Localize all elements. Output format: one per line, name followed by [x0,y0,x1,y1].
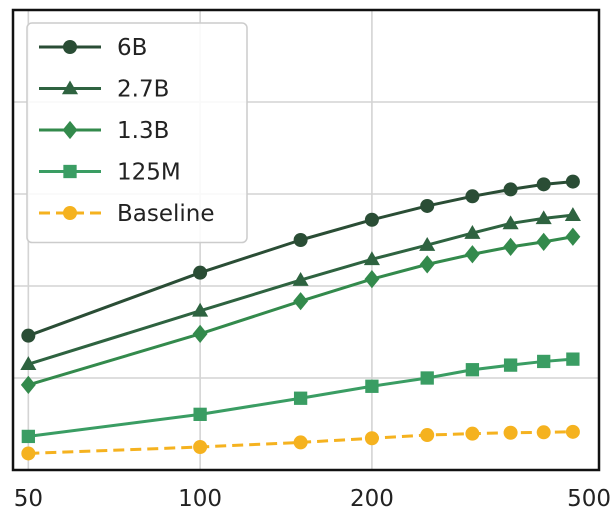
legend-marker-1-3b [62,120,78,140]
data-point-6b-200 [364,212,379,227]
data-point-2-7b-400 [535,210,552,225]
data-point-1-3b-450 [565,227,581,246]
legend: 6B 2.7B 1.3B 125M Baseline [26,22,248,244]
legend-item-125m: 125M [39,160,181,186]
data-point-125m-250 [420,371,434,385]
legend-label-1-3b: 1.3B [117,118,169,144]
data-point-baseline-400 [536,425,551,440]
data-point-125m-200 [365,379,379,393]
series-125m [21,352,580,444]
data-point-baseline-150 [293,435,308,450]
data-point-6b-300 [465,189,480,204]
data-point-2-7b-150 [292,271,309,286]
data-point-2-7b-250 [419,237,436,251]
data-point-baseline-100 [193,440,208,454]
data-point-6b-150 [293,233,308,247]
data-point-2-7b-50 [20,356,37,370]
legend-marker-125m [63,164,77,179]
data-point-2-7b-100 [192,302,209,317]
data-point-2-7b-350 [502,215,519,230]
x-tick-label-200: 200 [350,486,394,512]
data-point-2-7b-300 [464,225,481,239]
plot-frame [11,8,601,472]
data-point-6b-400 [536,177,551,192]
data-point-baseline-350 [503,425,518,440]
legend-marker-2-7b [61,80,79,95]
series-baseline [21,424,580,461]
legend-box [26,22,248,244]
x-tick-label-500: 500 [567,486,611,512]
data-point-1-3b-50 [20,375,36,394]
data-point-125m-450 [566,352,580,366]
data-point-1-3b-350 [503,237,519,256]
data-point-1-3b-300 [464,245,480,264]
data-point-1-3b-400 [536,232,552,251]
legend-item-2-7b: 2.7B [39,77,169,103]
data-point-6b-100 [193,265,208,280]
data-point-6b-450 [565,174,580,189]
x-tick-label-50: 50 [14,486,43,512]
data-point-125m-300 [465,363,480,377]
series-6b [21,174,580,343]
data-point-6b-50 [21,328,36,343]
legend-item-6b: 6B [39,35,147,61]
data-point-125m-150 [293,391,308,405]
legend-label-2-7b: 2.7B [117,77,169,103]
data-point-2-7b-200 [363,251,380,266]
data-point-baseline-200 [364,431,379,446]
data-point-125m-50 [21,429,35,444]
data-point-1-3b-250 [419,255,435,274]
series-2-7b [20,207,581,370]
data-point-6b-250 [420,198,435,213]
data-point-2-7b-450 [564,207,581,221]
x-tick-label-100: 100 [178,486,222,512]
legend-label-125m: 125M [117,160,181,186]
data-point-baseline-50 [21,446,36,461]
data-point-1-3b-150 [293,292,309,311]
data-point-baseline-300 [465,426,480,441]
data-point-6b-350 [503,182,518,197]
legend-label-baseline: Baseline [117,201,215,227]
data-point-125m-400 [537,354,551,369]
legend-item-baseline: Baseline [39,201,215,227]
data-point-baseline-450 [565,424,580,439]
data-point-1-3b-100 [192,324,208,343]
legend-item-1-3b: 1.3B [39,118,169,144]
data-point-baseline-250 [420,428,435,443]
x-tick-labels: 50 100 200 500 [14,486,611,512]
legend-marker-baseline [63,206,77,220]
legend-marker-6b [63,40,77,54]
data-point-125m-100 [193,407,207,421]
data-point-125m-350 [503,358,518,372]
series-1-3b [20,227,581,394]
data-point-1-3b-200 [364,270,380,289]
legend-label-6b: 6B [117,35,147,61]
series-layer [20,174,581,461]
